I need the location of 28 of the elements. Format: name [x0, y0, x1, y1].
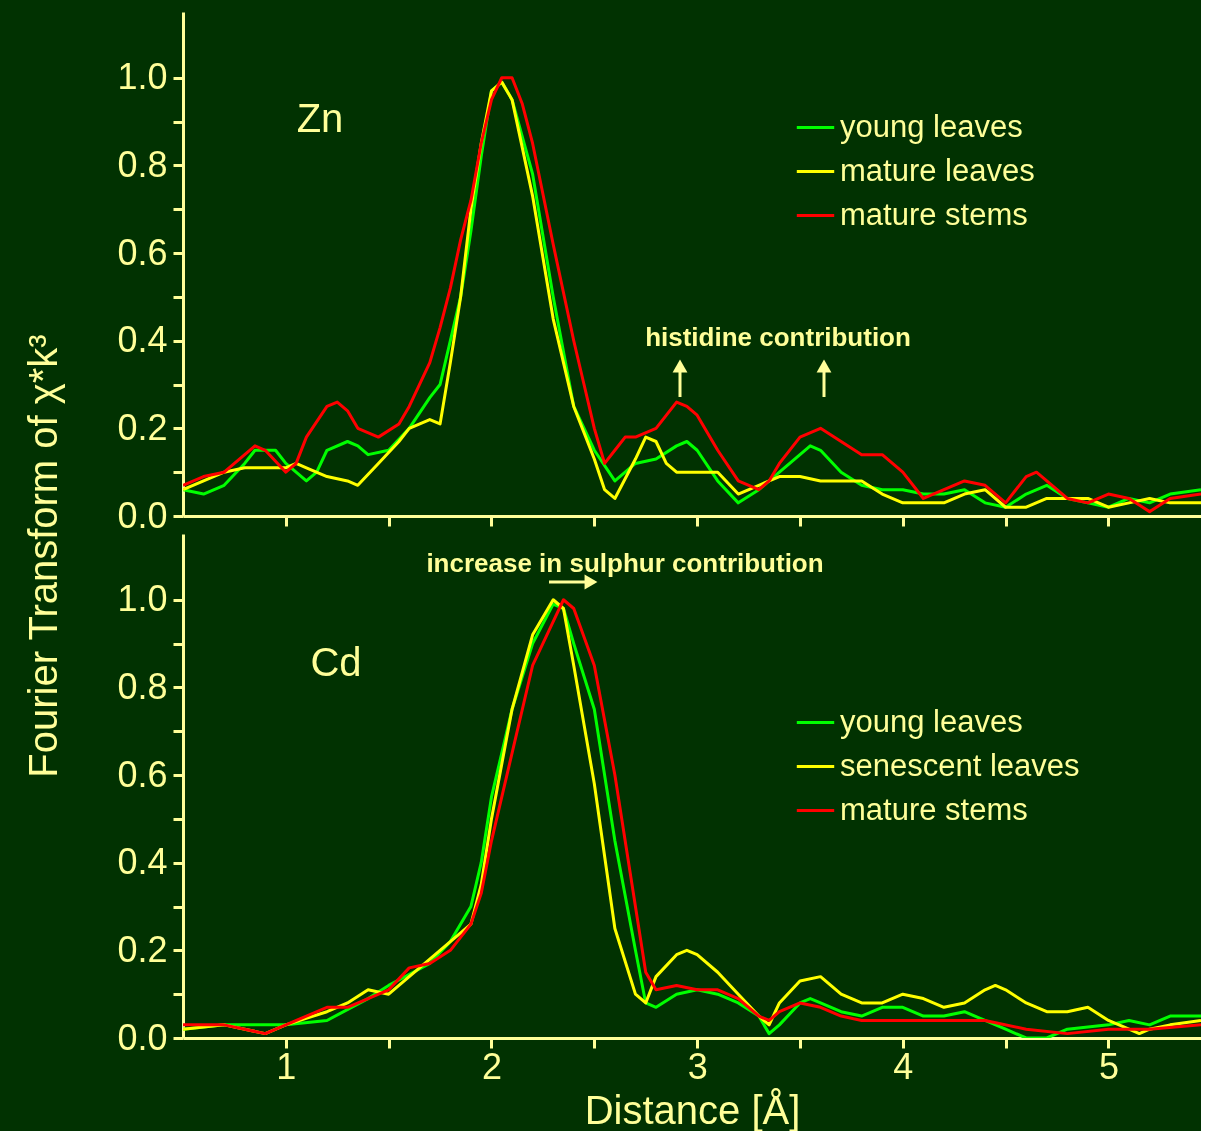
y-tick-label: 0.4 — [117, 319, 168, 361]
y-tick-label: 0.0 — [117, 494, 168, 536]
y-tick-label: 0.4 — [117, 841, 168, 883]
y-tick-label: 0.2 — [117, 406, 168, 448]
y-tick-label: 1.0 — [117, 56, 168, 98]
x-tick-label: 1 — [276, 1045, 297, 1087]
y-tick-label: 0.0 — [117, 1016, 168, 1058]
annotation: histidine contribution — [645, 322, 911, 352]
y-axis-title: Fourier Transform of χ*k³ — [21, 334, 65, 778]
y-tick-label: 1.0 — [117, 578, 168, 620]
legend-label: mature stems — [840, 196, 1028, 232]
legend-label: senescent leaves — [840, 747, 1080, 783]
y-tick-label: 0.6 — [117, 231, 168, 273]
y-tick-label: 0.2 — [117, 928, 168, 970]
annotation: Zn — [296, 96, 344, 140]
x-tick-label: 5 — [1098, 1045, 1119, 1087]
annotation: increase in sulphur contribution — [426, 548, 824, 578]
y-tick-label: 0.8 — [117, 143, 168, 185]
legend-label: young leaves — [840, 108, 1023, 144]
y-tick-label: 0.6 — [117, 753, 168, 795]
x-tick-label: 4 — [893, 1045, 914, 1087]
x-tick-label: 2 — [481, 1045, 502, 1087]
y-tick-label: 0.8 — [117, 665, 168, 707]
legend-label: mature stems — [840, 791, 1028, 827]
annotation: Cd — [310, 640, 362, 684]
legend-label: young leaves — [840, 703, 1023, 739]
legend-label: mature leaves — [840, 152, 1035, 188]
x-tick-label: 3 — [687, 1045, 708, 1087]
